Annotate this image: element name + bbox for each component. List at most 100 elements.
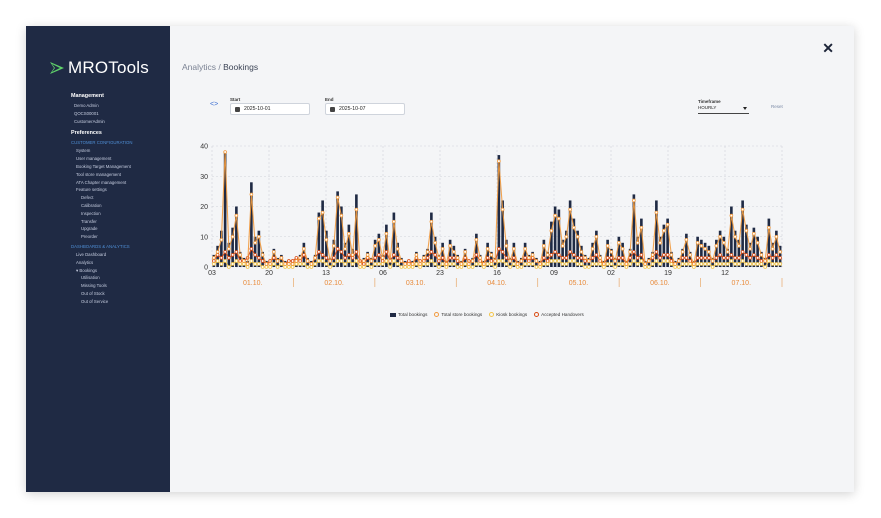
point-total-store-bookings <box>230 234 235 239</box>
point-total-store-bookings <box>504 244 509 248</box>
bar-total-bookings <box>332 239 336 267</box>
point-total-store-bookings <box>249 192 254 197</box>
sidebar-item[interactable]: User management <box>76 156 112 162</box>
point-accepted-handovers <box>583 259 587 263</box>
point-kiosk-bookings <box>467 265 471 269</box>
bar-total-bookings <box>373 239 377 267</box>
point-accepted-handovers <box>714 256 719 260</box>
start-date-value: 2025-10-01 <box>244 106 271 112</box>
chevron-down-icon <box>743 107 747 110</box>
point-total-store-bookings <box>564 234 569 239</box>
sidebar-item[interactable]: Upgrade <box>81 226 98 232</box>
point-total-store-bookings <box>740 207 745 212</box>
legend-item[interactable]: Kiosk bookings <box>489 312 527 317</box>
point-kiosk-bookings <box>658 262 662 266</box>
point-accepted-handovers <box>230 253 235 257</box>
sidebar-item[interactable]: Analytics <box>76 259 94 265</box>
point-total-store-bookings <box>695 241 700 245</box>
point-accepted-handovers <box>272 256 276 260</box>
bar-total-bookings <box>561 239 564 267</box>
sidebar-item[interactable]: Transfer <box>81 218 97 224</box>
point-kiosk-bookings <box>410 265 415 269</box>
point-total-store-bookings <box>752 231 756 236</box>
point-kiosk-bookings <box>332 262 336 266</box>
sidebar-item[interactable]: System <box>76 148 91 154</box>
legend-item[interactable]: Total bookings <box>390 312 427 317</box>
bar-total-bookings <box>655 200 658 267</box>
point-kiosk-bookings <box>609 262 614 266</box>
y-tick-label: 10 <box>200 234 208 241</box>
point-total-store-bookings <box>515 262 520 266</box>
point-total-store-bookings <box>324 237 329 242</box>
section-management[interactable]: Management <box>71 93 104 99</box>
point-total-store-bookings <box>279 256 284 260</box>
x-tick-label: 09 <box>550 270 558 277</box>
sidebar-item[interactable]: ▾ Bookings <box>76 267 98 273</box>
end-date-field[interactable]: 2025-10-07 <box>325 103 405 115</box>
sidebar-item[interactable]: Live Dashboard <box>76 251 107 257</box>
start-date-field[interactable]: 2025-10-01 <box>230 103 310 115</box>
point-total-store-bookings <box>650 253 655 257</box>
point-accepted-handovers <box>542 256 546 260</box>
point-total-store-bookings <box>459 262 464 266</box>
sidebar-item[interactable]: Out of Stock <box>81 290 105 296</box>
sidebar-item[interactable]: Demo Admin <box>74 103 99 108</box>
point-accepted-handovers <box>617 256 621 260</box>
legend-item[interactable]: Accepted Handovers <box>534 312 584 317</box>
point-kiosk-bookings <box>429 259 434 263</box>
sidebar-item[interactable]: Booking Target Management <box>76 163 131 169</box>
sidebar-item[interactable]: QOCS00001 <box>74 110 99 116</box>
point-kiosk-bookings <box>748 262 752 266</box>
point-total-store-bookings <box>534 259 539 263</box>
x-tick-label: 23 <box>436 270 444 277</box>
sidebar-item[interactable]: ATA Chapter management <box>76 179 127 185</box>
bar-total-bookings <box>227 242 231 267</box>
bar-total-bookings <box>756 236 759 267</box>
point-kiosk-bookings <box>654 259 659 263</box>
point-total-store-bookings <box>733 234 737 239</box>
sidebar-item[interactable]: Out of Service <box>81 298 109 304</box>
x-tick-label: 06 <box>379 270 387 277</box>
point-total-store-bookings <box>553 213 557 218</box>
date-label: 03.10. <box>406 280 426 287</box>
point-kiosk-bookings <box>478 262 482 266</box>
point-accepted-handovers <box>429 250 434 254</box>
point-total-store-bookings <box>707 250 711 254</box>
point-accepted-handovers <box>699 256 704 260</box>
point-accepted-handovers <box>320 253 325 257</box>
breadcrumb-parent[interactable]: Analytics / <box>182 62 221 72</box>
point-kiosk-bookings <box>527 262 531 266</box>
point-kiosk-bookings <box>725 262 730 266</box>
brand-logo[interactable]: MROTools <box>50 58 149 78</box>
sidebar-nav: Management Demo Admin QOCS00001 CustomerAd… <box>71 92 167 306</box>
point-kiosk-bookings <box>752 262 756 266</box>
sidebar-item[interactable]: Inspection <box>81 210 101 216</box>
point-kiosk-bookings <box>283 265 287 269</box>
sidebar-item[interactable]: Preorder <box>81 234 98 240</box>
point-kiosk-bookings <box>650 262 655 266</box>
legend-item[interactable]: Total store bookings <box>434 312 482 317</box>
point-total-store-bookings <box>283 262 287 266</box>
point-accepted-handovers <box>343 256 347 260</box>
bar-total-bookings <box>696 236 699 267</box>
sidebar-item[interactable]: Defect <box>81 195 94 201</box>
point-kiosk-bookings <box>635 262 640 266</box>
timeframe-select[interactable]: HOURLY <box>698 105 749 114</box>
section-preferences[interactable]: Preferences <box>71 130 102 137</box>
point-accepted-handovers <box>287 259 291 263</box>
point-total-store-bookings <box>275 259 280 263</box>
sidebar-item[interactable]: Utilisation <box>81 275 100 281</box>
sidebar-item[interactable]: Missing Tools <box>81 283 107 289</box>
reset-button[interactable]: Reset <box>771 104 783 109</box>
point-kiosk-bookings <box>744 262 749 266</box>
bar-total-bookings <box>572 218 576 267</box>
sidebar-item[interactable]: Calibration <box>81 202 102 208</box>
code-brackets-icon[interactable]: <> <box>210 101 219 108</box>
sidebar-item[interactable]: Tool store management <box>76 171 121 177</box>
point-total-store-bookings <box>365 253 370 257</box>
close-icon[interactable]: ✕ <box>822 40 834 56</box>
sidebar-item[interactable]: CustomerAdmin <box>74 118 105 124</box>
point-accepted-handovers <box>500 250 505 254</box>
sidebar-item[interactable]: Feature settings <box>76 187 107 193</box>
point-total-store-bookings <box>414 253 419 257</box>
